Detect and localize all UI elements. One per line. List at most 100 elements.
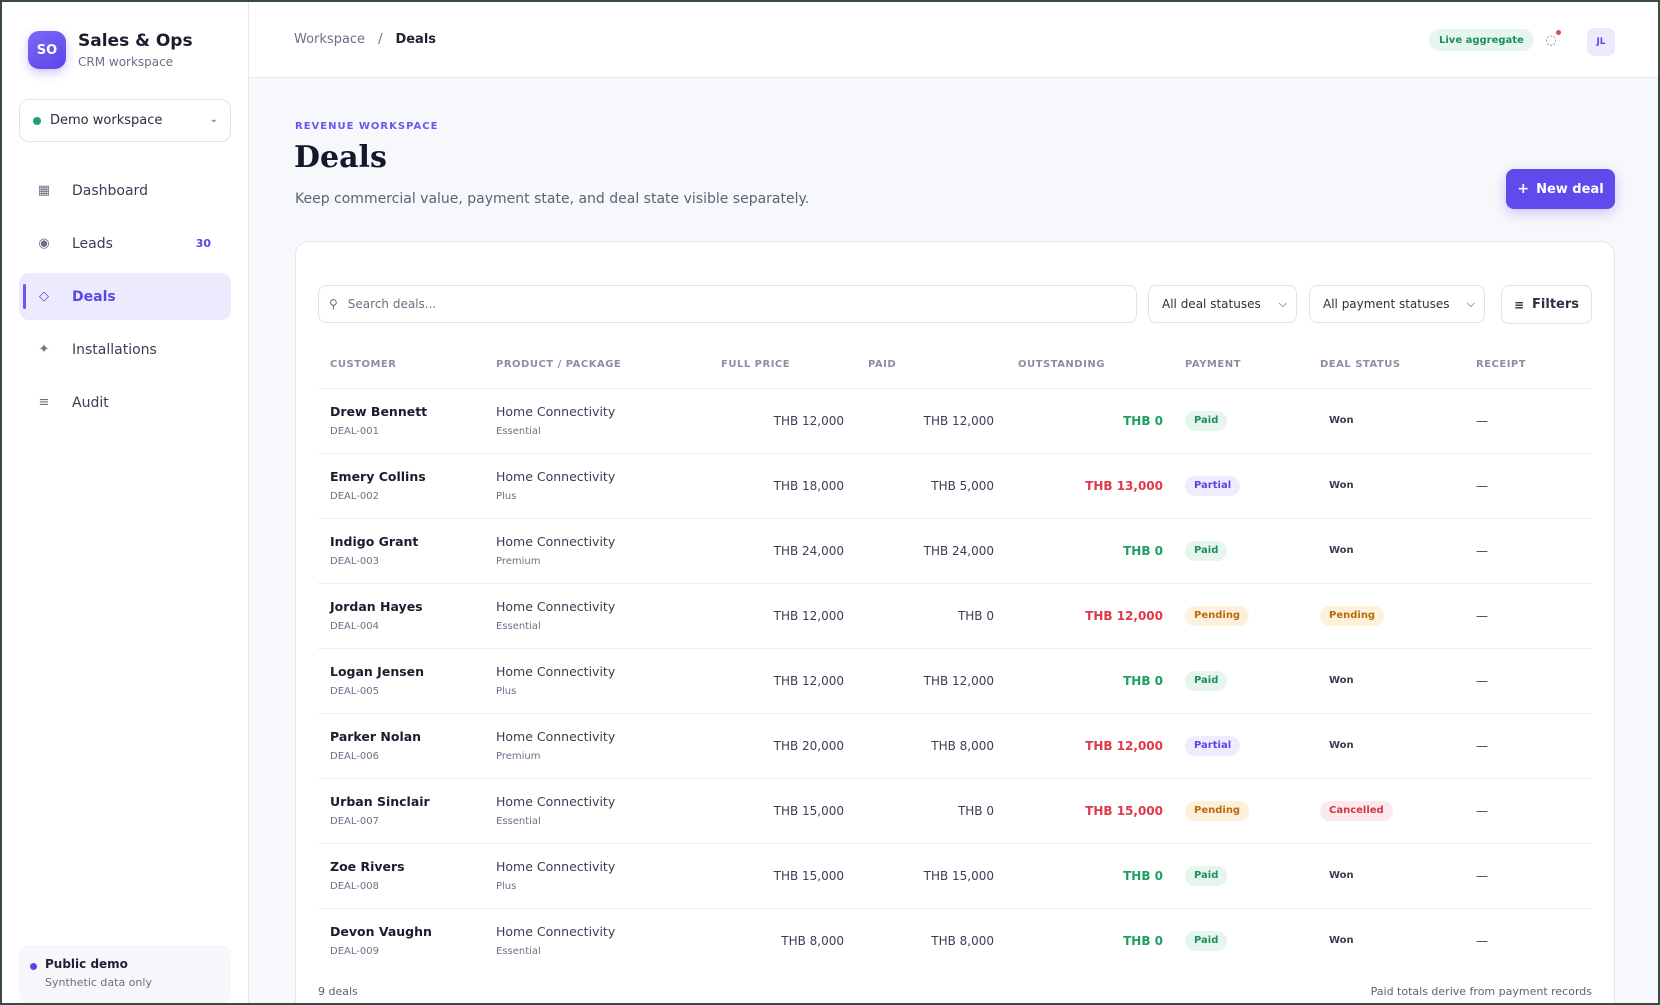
payment-status-select[interactable]: All payment statuses ⌵ (1309, 285, 1485, 323)
payment-cell: Paid (1185, 518, 1320, 584)
deal-status-badge: Won (1329, 544, 1354, 556)
receipt-value: — (1476, 583, 1592, 649)
table-row[interactable]: Urban Sinclair DEAL-007 Home Connectivity E… (318, 778, 1592, 844)
package-name: Plus (496, 686, 517, 697)
column-header-outstanding[interactable]: OUTSTANDING (1018, 342, 1185, 389)
sidebar-item-leads[interactable]: ◉ Leads 30 (19, 220, 231, 267)
column-header-product[interactable]: PRODUCT / PACKAGE (496, 342, 721, 389)
paid-amount: THB 0 (868, 583, 1018, 649)
customer-name[interactable]: Zoe Rivers (330, 859, 405, 874)
deal-status-badge: Won (1329, 674, 1354, 686)
sidebar-nav: ▦ Dashboard ◉ Leads 30 ◇ Deals ✦ Install… (19, 167, 231, 432)
new-deal-button[interactable]: + New deal (1506, 169, 1615, 209)
paid-amount: THB 8,000 (868, 713, 1018, 779)
sidebar-item-audit[interactable]: ≡ Audit (19, 379, 231, 426)
package-name: Essential (496, 816, 541, 827)
outstanding-amount: THB 0 (1123, 933, 1163, 948)
table-row[interactable]: Jordan Hayes DEAL-004 Home Connectivity Ess… (318, 583, 1592, 649)
sidebar-item-dashboard[interactable]: ▦ Dashboard (19, 167, 231, 214)
payment-cell: Paid (1185, 908, 1320, 973)
breadcrumb-workspace[interactable]: Workspace (294, 32, 366, 47)
deal-status-cell: Cancelled (1320, 778, 1476, 844)
notifications-button[interactable]: ◌ (1539, 28, 1563, 52)
customer-name[interactable]: Devon Vaughn (330, 924, 432, 940)
product-name: Home Connectivity (496, 794, 616, 809)
table-row[interactable]: Parker Nolan DEAL-006 Home Connectivity Pre… (318, 713, 1592, 779)
customer-name[interactable]: Logan Jensen (330, 664, 425, 679)
product-cell: Home Connectivity Premium (496, 713, 721, 779)
page-description: Keep commercial value, payment state, an… (295, 191, 810, 207)
search-icon: ⚲ (329, 297, 338, 311)
sidebar-item-label: Installations (72, 341, 157, 358)
table-row[interactable]: Devon Vaughn DEAL-009 Home Connectivity Ess… (318, 908, 1592, 973)
paid-amount: THB 24,000 (868, 518, 1018, 584)
sidebar-item-deals[interactable]: ◇ Deals (19, 273, 231, 320)
customer-name[interactable]: Jordan Hayes (330, 599, 423, 614)
paid-amount: THB 5,000 (868, 453, 1018, 519)
product-name: Home Connectivity (496, 664, 616, 679)
payment-status-badge: Paid (1185, 930, 1228, 951)
column-header-deal-status[interactable]: DEAL STATUS (1320, 342, 1476, 389)
customer-name[interactable]: Indigo Grant (330, 534, 419, 549)
table-row[interactable]: Zoe Rivers DEAL-008 Home Connectivity Plus T… (318, 843, 1592, 909)
receipt-value: — (1476, 388, 1592, 454)
customer-cell: Jordan Hayes DEAL-004 (318, 583, 496, 649)
receipt-value: — (1476, 778, 1592, 844)
search-field[interactable]: ⚲ (318, 285, 1137, 323)
workspace-select[interactable]: Demo workspace ⌄ (19, 99, 231, 142)
column-header-customer[interactable]: CUSTOMER (318, 342, 496, 389)
filters-button[interactable]: ≡ Filters (1501, 285, 1592, 324)
sidebar-item-label: Leads (72, 235, 113, 252)
column-header-full-price[interactable]: FULL PRICE (721, 342, 868, 389)
customer-name[interactable]: Urban Sinclair (330, 794, 430, 809)
sidebar-item-label: Deals (72, 288, 116, 305)
chevron-down-icon: ⌄ (209, 114, 218, 125)
product-name: Home Connectivity (496, 924, 616, 940)
package-name: Essential (496, 621, 541, 632)
deal-status-cell: Won (1320, 908, 1476, 973)
deal-id: DEAL-002 (330, 491, 379, 502)
column-header-receipt[interactable]: RECEIPT (1476, 342, 1592, 389)
deal-status-badge: Won (1329, 414, 1354, 426)
customer-name[interactable]: Emery Collins (330, 469, 426, 484)
deal-status-select[interactable]: All deal statuses ⌵ (1148, 285, 1297, 323)
table-row[interactable]: Logan Jensen DEAL-005 Home Connectivity Plu… (318, 648, 1592, 714)
deals-table: CUSTOMER PRODUCT / PACKAGE FULL PRICE PA… (318, 342, 1592, 973)
footer-note: Paid totals derive from payment records (1370, 985, 1592, 998)
paid-amount: THB 12,000 (868, 648, 1018, 714)
customer-cell: Devon Vaughn DEAL-009 (318, 908, 496, 973)
deal-status-badge: Won (1329, 934, 1354, 946)
table-row[interactable]: Drew Bennett DEAL-001 Home Connectivity Ess… (318, 388, 1592, 454)
new-deal-label: New deal (1536, 181, 1604, 197)
customer-cell: Indigo Grant DEAL-003 (318, 518, 496, 584)
full-price: THB 12,000 (721, 583, 868, 649)
receipt-value: — (1476, 843, 1592, 909)
deal-id: DEAL-007 (330, 816, 379, 827)
diamond-icon: ◇ (39, 289, 49, 304)
search-input[interactable] (347, 297, 1108, 311)
sidebar-item-installations[interactable]: ✦ Installations (19, 326, 231, 373)
sidebar-item-label: Audit (72, 394, 109, 411)
table-row[interactable]: Emery Collins DEAL-002 Home Connectivity Pl… (318, 453, 1592, 519)
outstanding-amount: THB 0 (1018, 388, 1185, 454)
workspace-select-value: Demo workspace (50, 113, 163, 128)
column-header-paid[interactable]: PAID (868, 342, 1018, 389)
deals-table-body: Drew Bennett DEAL-001 Home Connectivity Ess… (318, 388, 1592, 973)
deal-id: DEAL-001 (330, 426, 379, 437)
full-price: THB 8,000 (781, 933, 844, 948)
package-name: Premium (496, 751, 541, 762)
customer-name[interactable]: Parker Nolan (330, 729, 422, 744)
payment-cell: Partial (1185, 713, 1320, 779)
deal-status-select-value: All deal statuses (1162, 297, 1261, 311)
payment-cell: Partial (1185, 453, 1320, 519)
product-cell: Home Connectivity Plus (496, 648, 721, 714)
table-row[interactable]: Indigo Grant DEAL-003 Home Connectivity Pre… (318, 518, 1592, 584)
receipt-value: — (1476, 933, 1488, 948)
package-name: Premium (496, 556, 541, 567)
public-demo-notice: Public demo Synthetic data only (19, 945, 231, 1003)
column-header-payment[interactable]: PAYMENT (1185, 342, 1320, 389)
customer-cell: Zoe Rivers DEAL-008 (318, 843, 496, 909)
brand: SO Sales & Ops CRM workspace (28, 31, 193, 69)
avatar[interactable]: JL (1587, 28, 1615, 56)
customer-name[interactable]: Drew Bennett (330, 404, 428, 419)
